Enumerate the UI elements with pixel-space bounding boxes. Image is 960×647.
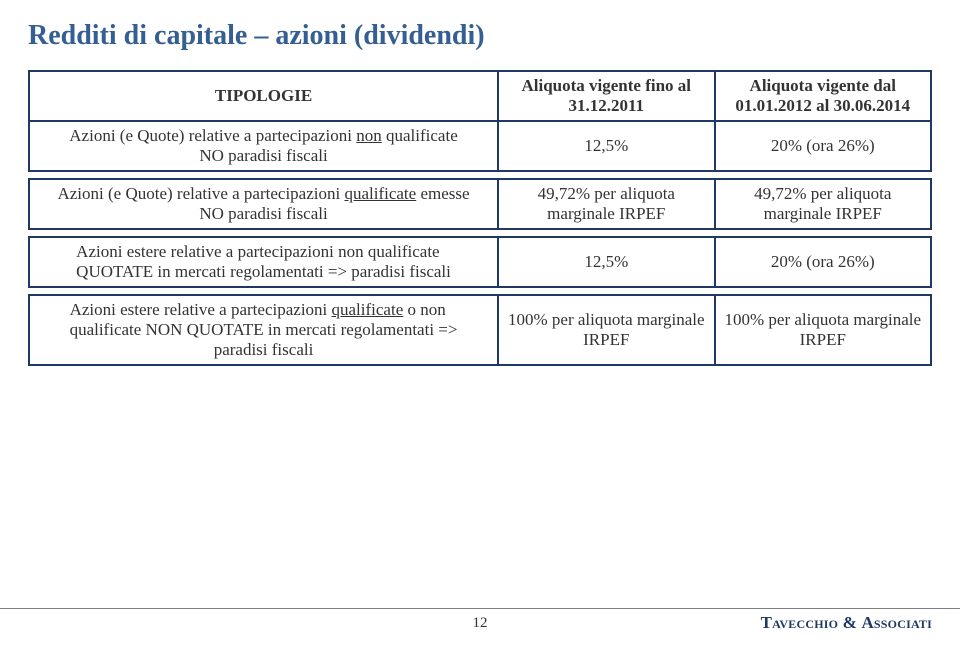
table-row: Azioni (e Quote) relative a partecipazio… (29, 179, 931, 229)
row4-colB: 100% per aliquota marginale IRPEF (715, 295, 931, 365)
page-title: Redditi di capitale – azioni (dividendi) (28, 20, 932, 52)
row4-tip-line1: Azioni estere relative a partecipazioni … (70, 300, 458, 320)
row3-colB: 20% (ora 26%) (715, 237, 931, 287)
row3-tip-line1: Azioni estere relative a partecipazioni … (76, 242, 451, 262)
table-row: Azioni (e Quote) relative a partecipazio… (29, 121, 931, 171)
rates-table: TIPOLOGIE Aliquota vigente fino al 31.12… (28, 70, 932, 366)
table-row: Azioni estere relative a partecipazioni … (29, 295, 931, 365)
th-tipologie: TIPOLOGIE (29, 71, 498, 121)
page-footer: 12 Tavecchio & Associati (0, 608, 960, 633)
th-aliquota-dal: Aliquota vigente dal 01.01.2012 al 30.06… (715, 71, 931, 121)
row1-tip-line2: NO paradisi fiscali (69, 146, 457, 166)
row4-tip-line2: qualificate NON QUOTATE in mercati regol… (70, 320, 458, 340)
row2-colB: 49,72% per aliquota marginale IRPEF (715, 179, 931, 229)
row3-tip-line2: QUOTATE in mercati regolamentati => para… (76, 262, 451, 282)
table-row: Azioni estere relative a partecipazioni … (29, 237, 931, 287)
th-aliquota-fino: Aliquota vigente fino al 31.12.2011 (498, 71, 714, 121)
row2-tip-line1: Azioni (e Quote) relative a partecipazio… (57, 184, 469, 204)
row3-colA: 12,5% (498, 237, 714, 287)
row1-colB: 20% (ora 26%) (715, 121, 931, 171)
page-number: 12 (473, 615, 488, 632)
row1-tip-line1: Azioni (e Quote) relative a partecipazio… (69, 126, 457, 146)
brand-name: Tavecchio & Associati (761, 613, 932, 633)
row2-tip-line2: NO paradisi fiscali (57, 204, 469, 224)
row1-colA: 12,5% (498, 121, 714, 171)
row4-tip-line3: paradisi fiscali (70, 340, 458, 360)
row4-colA: 100% per aliquota marginale IRPEF (498, 295, 714, 365)
row2-colA: 49,72% per aliquota marginale IRPEF (498, 179, 714, 229)
